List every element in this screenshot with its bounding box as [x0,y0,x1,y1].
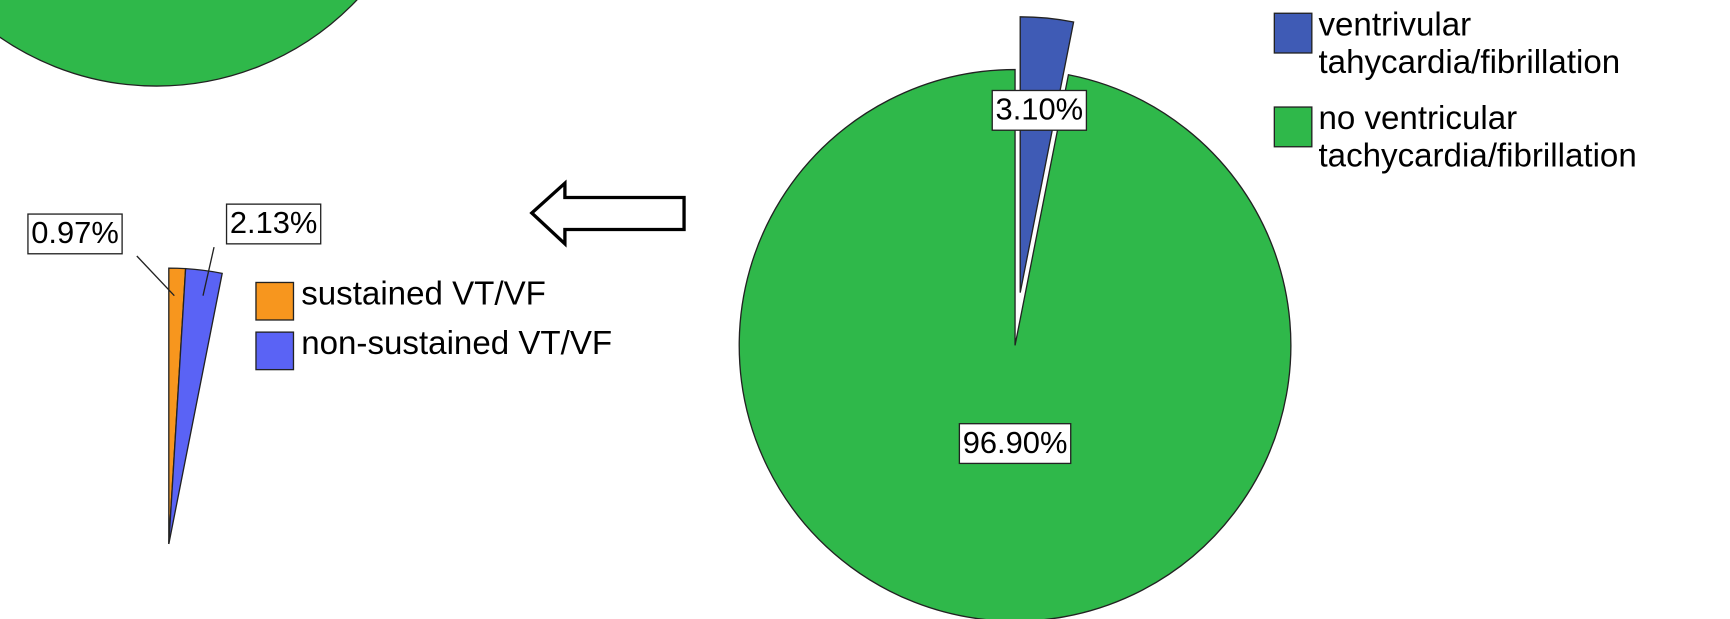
leader-line [202,247,215,296]
legend-swatch [1273,12,1313,54]
legend-swatch [255,331,295,371]
legend-label: no ventricular tachycardia/fibrillation [1318,100,1637,175]
leader-line [136,255,175,297]
pie-slice [1019,16,1075,293]
legend-label: sustained VT/VF [301,275,546,313]
legend-entry: non-sustained VT/VF [301,325,613,362]
legend-swatch [255,281,295,321]
label-box [27,213,123,255]
data-label: 3.10% [996,92,1084,127]
legend-entry: no ventricular tachycardia/fibrillation [1318,100,1637,175]
arrow [529,179,686,248]
label-box [225,203,322,245]
pie-slice [168,267,223,545]
data-label: 96.90% [963,425,1068,460]
legend-entry: sustained VT/VF [301,275,546,313]
legend-entry: ventrivular tahycardia/fibrillation [1318,6,1621,81]
data-label: 0.97% [31,215,119,250]
cropped-pie [0,0,358,87]
data-label: 2.13% [230,205,318,240]
pie-slice [738,68,1292,619]
label-box [991,89,1088,131]
legend-label: non-sustained VT/VF [301,325,613,362]
legend-label: ventrivular tahycardia/fibrillation [1318,6,1621,81]
legend-swatch [1273,106,1313,148]
label-box [958,423,1072,465]
